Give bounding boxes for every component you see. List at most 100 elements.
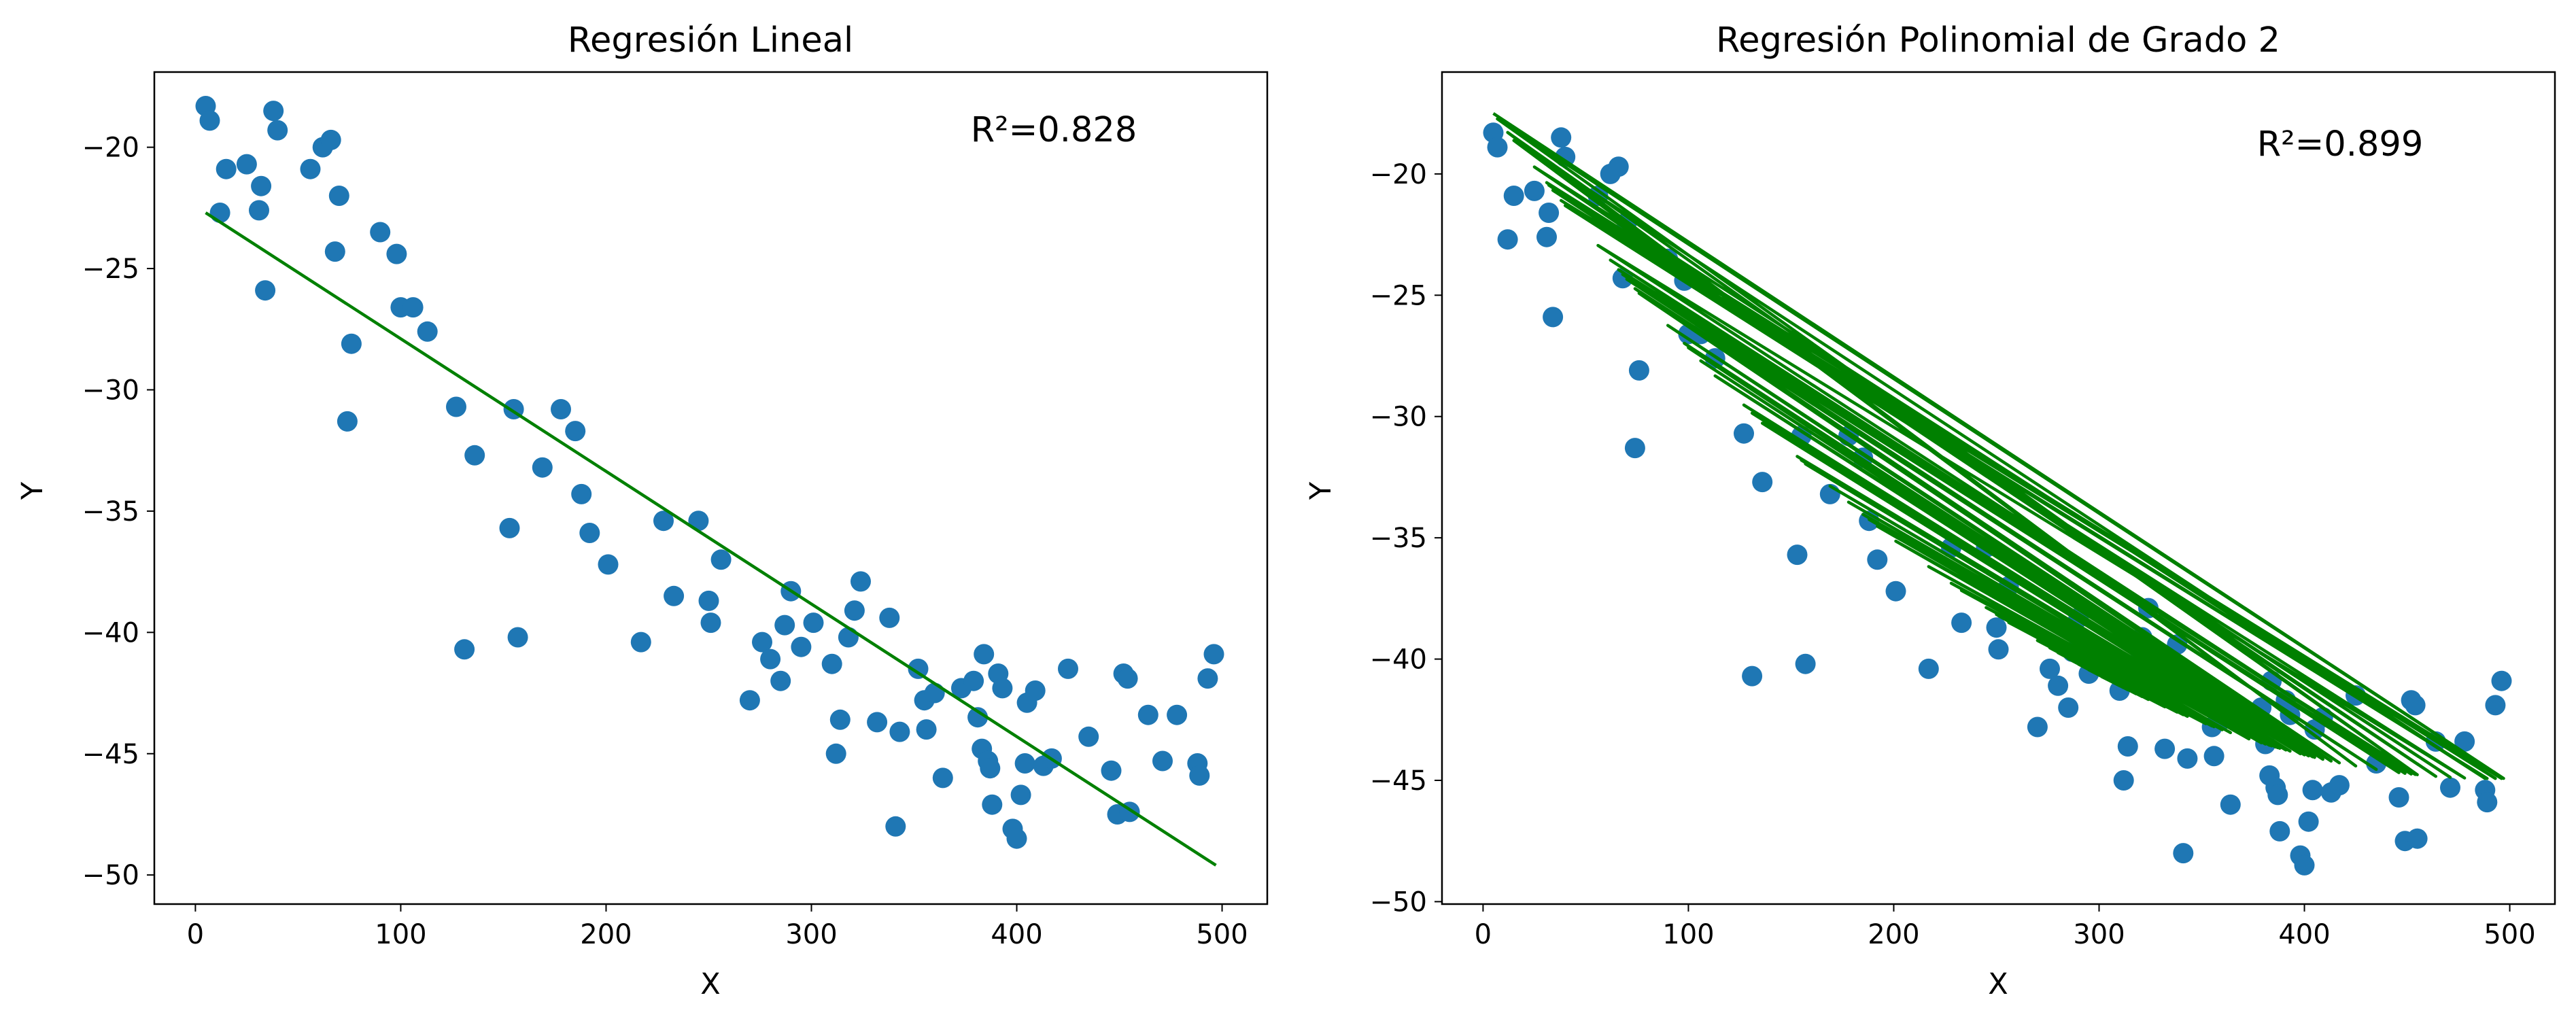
data-point bbox=[2298, 811, 2319, 832]
x-tick-label: 400 bbox=[991, 919, 1042, 950]
data-point bbox=[1524, 180, 1545, 201]
data-point bbox=[2203, 746, 2225, 767]
chart-title-polynomial: Regresión Polinomial de Grado 2 bbox=[1716, 20, 2280, 60]
y-tick-label: −45 bbox=[1370, 765, 1427, 797]
x-tick-label: 100 bbox=[375, 919, 426, 950]
data-point bbox=[770, 670, 791, 691]
data-point bbox=[341, 333, 362, 354]
data-point bbox=[1986, 617, 2007, 638]
data-point bbox=[2294, 854, 2315, 876]
data-point bbox=[1867, 549, 1888, 570]
data-point bbox=[700, 612, 721, 634]
axes-frame-linear bbox=[153, 71, 1269, 905]
data-point bbox=[992, 678, 1013, 699]
data-point bbox=[255, 280, 276, 301]
data-point bbox=[2220, 794, 2241, 815]
data-point bbox=[1539, 203, 1560, 223]
data-point bbox=[236, 154, 257, 175]
data-point bbox=[1078, 726, 1099, 747]
data-point bbox=[1885, 581, 1906, 602]
data-point bbox=[2269, 820, 2290, 842]
y-tick-label: −50 bbox=[1370, 886, 1427, 918]
y-tick-label: −50 bbox=[82, 860, 139, 891]
data-point bbox=[1197, 668, 1218, 689]
data-point bbox=[598, 554, 619, 575]
data-point bbox=[1014, 753, 1035, 774]
data-point bbox=[1608, 156, 1629, 177]
x-tick-label: 300 bbox=[785, 919, 837, 950]
regression-line bbox=[1492, 112, 2505, 780]
data-point bbox=[1117, 668, 1138, 689]
y-tick-label: −20 bbox=[82, 133, 139, 164]
data-point bbox=[803, 612, 824, 634]
r-squared-annotation-polynomial: R²=0.899 bbox=[2257, 124, 2424, 165]
data-point bbox=[300, 158, 321, 179]
data-point bbox=[980, 758, 1001, 779]
data-point bbox=[1536, 226, 1557, 247]
x-tick-label: 500 bbox=[1196, 919, 1248, 950]
data-point bbox=[2388, 787, 2409, 808]
plot-area-linear bbox=[195, 96, 1224, 867]
data-point bbox=[1189, 765, 1210, 786]
data-point bbox=[844, 600, 865, 621]
x-tick-label: 300 bbox=[2073, 919, 2125, 950]
data-point bbox=[1742, 665, 1763, 687]
data-point bbox=[698, 590, 719, 611]
data-point bbox=[885, 816, 906, 837]
data-point bbox=[320, 129, 341, 150]
data-point bbox=[1137, 704, 1158, 725]
y-tick-label: −25 bbox=[82, 254, 139, 285]
y-tick-label: −35 bbox=[1370, 523, 1427, 554]
data-point bbox=[1497, 229, 1518, 250]
data-point bbox=[2027, 716, 2048, 738]
x-axis-label-linear: X bbox=[700, 967, 720, 1001]
data-point bbox=[2154, 738, 2176, 759]
chart-title-linear: Regresión Lineal bbox=[568, 20, 853, 60]
data-point bbox=[838, 627, 859, 648]
data-point bbox=[337, 411, 358, 432]
regression-line bbox=[205, 211, 1217, 867]
y-axis-label-polynomial: Y bbox=[1304, 481, 1338, 500]
polynomial-regression-panel: Regresión Polinomial de Grado 2 R²=0.899… bbox=[1304, 20, 2556, 1001]
data-point bbox=[1203, 644, 1224, 665]
data-point bbox=[752, 631, 772, 653]
y-tick-label: −30 bbox=[1370, 402, 1427, 433]
ticks-polynomial: 0 100 200 300 400 500 −50 −45 −40 −35 −30 −25 −20 bbox=[1370, 159, 2536, 950]
data-point bbox=[924, 682, 945, 704]
data-point bbox=[821, 653, 842, 674]
data-point bbox=[867, 712, 888, 733]
data-point bbox=[1487, 137, 1508, 158]
y-tick-label: −40 bbox=[1370, 644, 1427, 676]
data-point bbox=[2477, 792, 2498, 813]
data-point bbox=[963, 670, 984, 691]
data-point bbox=[916, 719, 937, 740]
data-point bbox=[2407, 828, 2428, 849]
data-point bbox=[967, 707, 989, 728]
data-point bbox=[2405, 695, 2426, 716]
y-tick-label: −30 bbox=[82, 375, 139, 406]
data-point bbox=[1006, 828, 1027, 849]
x-tick-label: 200 bbox=[1868, 919, 1919, 950]
data-point bbox=[760, 648, 781, 670]
data-point bbox=[1551, 127, 1572, 148]
data-point bbox=[1988, 639, 2009, 660]
data-point bbox=[1752, 472, 1773, 493]
x-tick-label: 0 bbox=[187, 919, 204, 950]
data-point bbox=[982, 794, 1003, 815]
data-point bbox=[791, 636, 812, 657]
data-point bbox=[1734, 423, 1754, 444]
data-point bbox=[2177, 748, 2198, 769]
x-tick-label: 100 bbox=[1662, 919, 1714, 950]
data-point bbox=[2302, 780, 2323, 801]
data-point bbox=[739, 690, 760, 711]
data-point bbox=[2117, 736, 2138, 757]
data-point bbox=[851, 571, 871, 592]
data-point bbox=[908, 658, 929, 679]
data-point bbox=[879, 607, 900, 628]
data-point bbox=[1152, 750, 1173, 772]
data-point bbox=[710, 549, 732, 570]
data-point bbox=[551, 399, 571, 419]
data-point bbox=[1918, 658, 1939, 679]
data-point bbox=[2329, 775, 2350, 796]
